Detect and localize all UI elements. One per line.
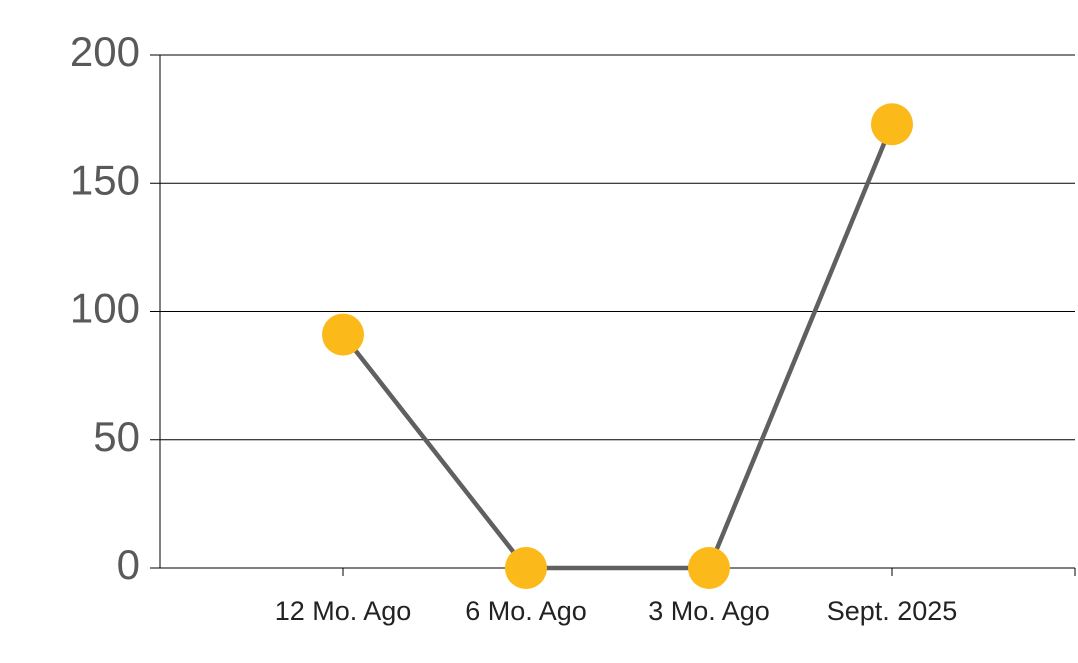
x-tick-label: 6 Mo. Ago	[465, 596, 587, 626]
y-tick-label: 150	[70, 156, 140, 203]
marker	[871, 103, 913, 146]
x-tick-label: Sept. 2025	[827, 596, 958, 626]
marker	[688, 547, 730, 589]
y-tick-label: 100	[70, 285, 140, 332]
marker	[322, 313, 364, 356]
x-tick-label: 3 Mo. Ago	[648, 596, 770, 626]
marker	[505, 547, 547, 589]
y-tick-label: 200	[70, 28, 140, 75]
line	[341, 123, 895, 571]
y-tick-label: 50	[93, 413, 140, 460]
y-tick-label: 0	[117, 541, 140, 588]
x-tick-label: 12 Mo. Ago	[275, 596, 412, 626]
